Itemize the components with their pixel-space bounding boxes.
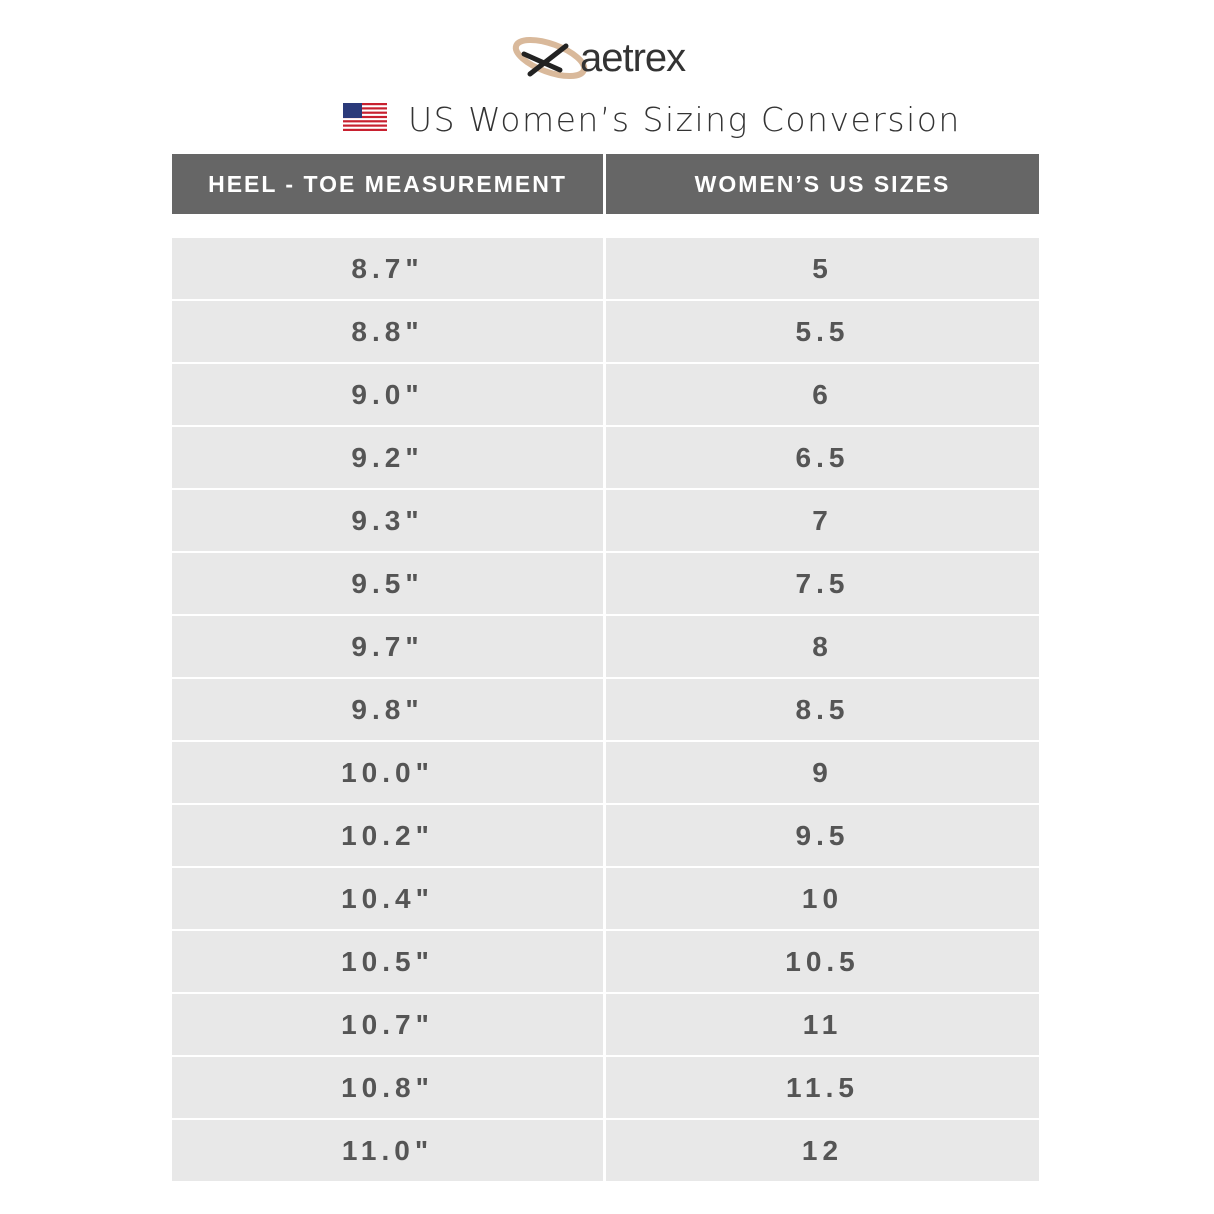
table-header: HEEL - TOE MEASUREMENT WOMEN’S US SIZES xyxy=(172,154,1039,214)
table-row: 10.8" 11.5 xyxy=(172,1057,1039,1118)
measurement-cell: 8.7" xyxy=(172,238,603,299)
size-cell: 5.5 xyxy=(606,301,1039,362)
measurement-cell: 9.2" xyxy=(172,427,603,488)
measurement-cell: 10.7" xyxy=(172,994,603,1055)
table-row: 8.8" 5.5 xyxy=(172,301,1039,362)
table-row: 9.8" 8.5 xyxy=(172,679,1039,740)
measurement-cell: 8.8" xyxy=(172,301,603,362)
size-cell: 9.5 xyxy=(606,805,1039,866)
measurement-cell: 9.3" xyxy=(172,490,603,551)
measurement-cell: 9.7" xyxy=(172,616,603,677)
measurement-cell: 9.8" xyxy=(172,679,603,740)
table: HEEL - TOE MEASUREMENT WOMEN’S US SIZES … xyxy=(172,154,1039,1183)
title: US Women’s Sizing Conversion xyxy=(408,100,961,139)
size-cell: 10 xyxy=(606,868,1039,929)
table-row: 10.7" 11 xyxy=(172,994,1039,1055)
table-row: 9.5" 7.5 xyxy=(172,553,1039,614)
table-row: 8.7" 5 xyxy=(172,238,1039,299)
table-row: 11.0" 12 xyxy=(172,1120,1039,1181)
measurement-cell: 10.8" xyxy=(172,1057,603,1118)
column-header: HEEL - TOE MEASUREMENT xyxy=(172,154,603,214)
measurement-cell: 9.0" xyxy=(172,364,603,425)
logo-mark xyxy=(512,36,588,80)
size-cell: 6 xyxy=(606,364,1039,425)
table-row: 9.2" 6.5 xyxy=(172,427,1039,488)
table-body: 8.7" 5 8.8" 5.5 9.0" 6 9.2" 6.5 9.3" 7 9.5" 7.5 9.7"… xyxy=(172,238,1039,1181)
brand: aetrex xyxy=(580,36,686,80)
table-row: 9.3" 7 xyxy=(172,490,1039,551)
table-row: 9.7" 8 xyxy=(172,616,1039,677)
size-cell: 11.5 xyxy=(606,1057,1039,1118)
size-cell: 8 xyxy=(606,616,1039,677)
table-row: 9.0" 6 xyxy=(172,364,1039,425)
size-cell: 8.5 xyxy=(606,679,1039,740)
size-cell: 11 xyxy=(606,994,1039,1055)
measurement-cell: 9.5" xyxy=(172,553,603,614)
measurement-cell: 11.0" xyxy=(172,1120,603,1181)
size-cell: 5 xyxy=(606,238,1039,299)
us-flag xyxy=(343,103,387,131)
size-cell: 10.5 xyxy=(606,931,1039,992)
size-cell: 7.5 xyxy=(606,553,1039,614)
size-cell: 7 xyxy=(606,490,1039,551)
column-header: WOMEN’S US SIZES xyxy=(606,154,1039,214)
table-row: 10.4" 10 xyxy=(172,868,1039,929)
table-row: 10.0" 9 xyxy=(172,742,1039,803)
size-cell: 9 xyxy=(606,742,1039,803)
measurement-cell: 10.5" xyxy=(172,931,603,992)
table-row: 10.5" 10.5 xyxy=(172,931,1039,992)
measurement-cell: 10.2" xyxy=(172,805,603,866)
measurement-cell: 10.0" xyxy=(172,742,603,803)
table-row: 10.2" 9.5 xyxy=(172,805,1039,866)
measurement-cell: 10.4" xyxy=(172,868,603,929)
size-cell: 6.5 xyxy=(606,427,1039,488)
size-cell: 12 xyxy=(606,1120,1039,1181)
